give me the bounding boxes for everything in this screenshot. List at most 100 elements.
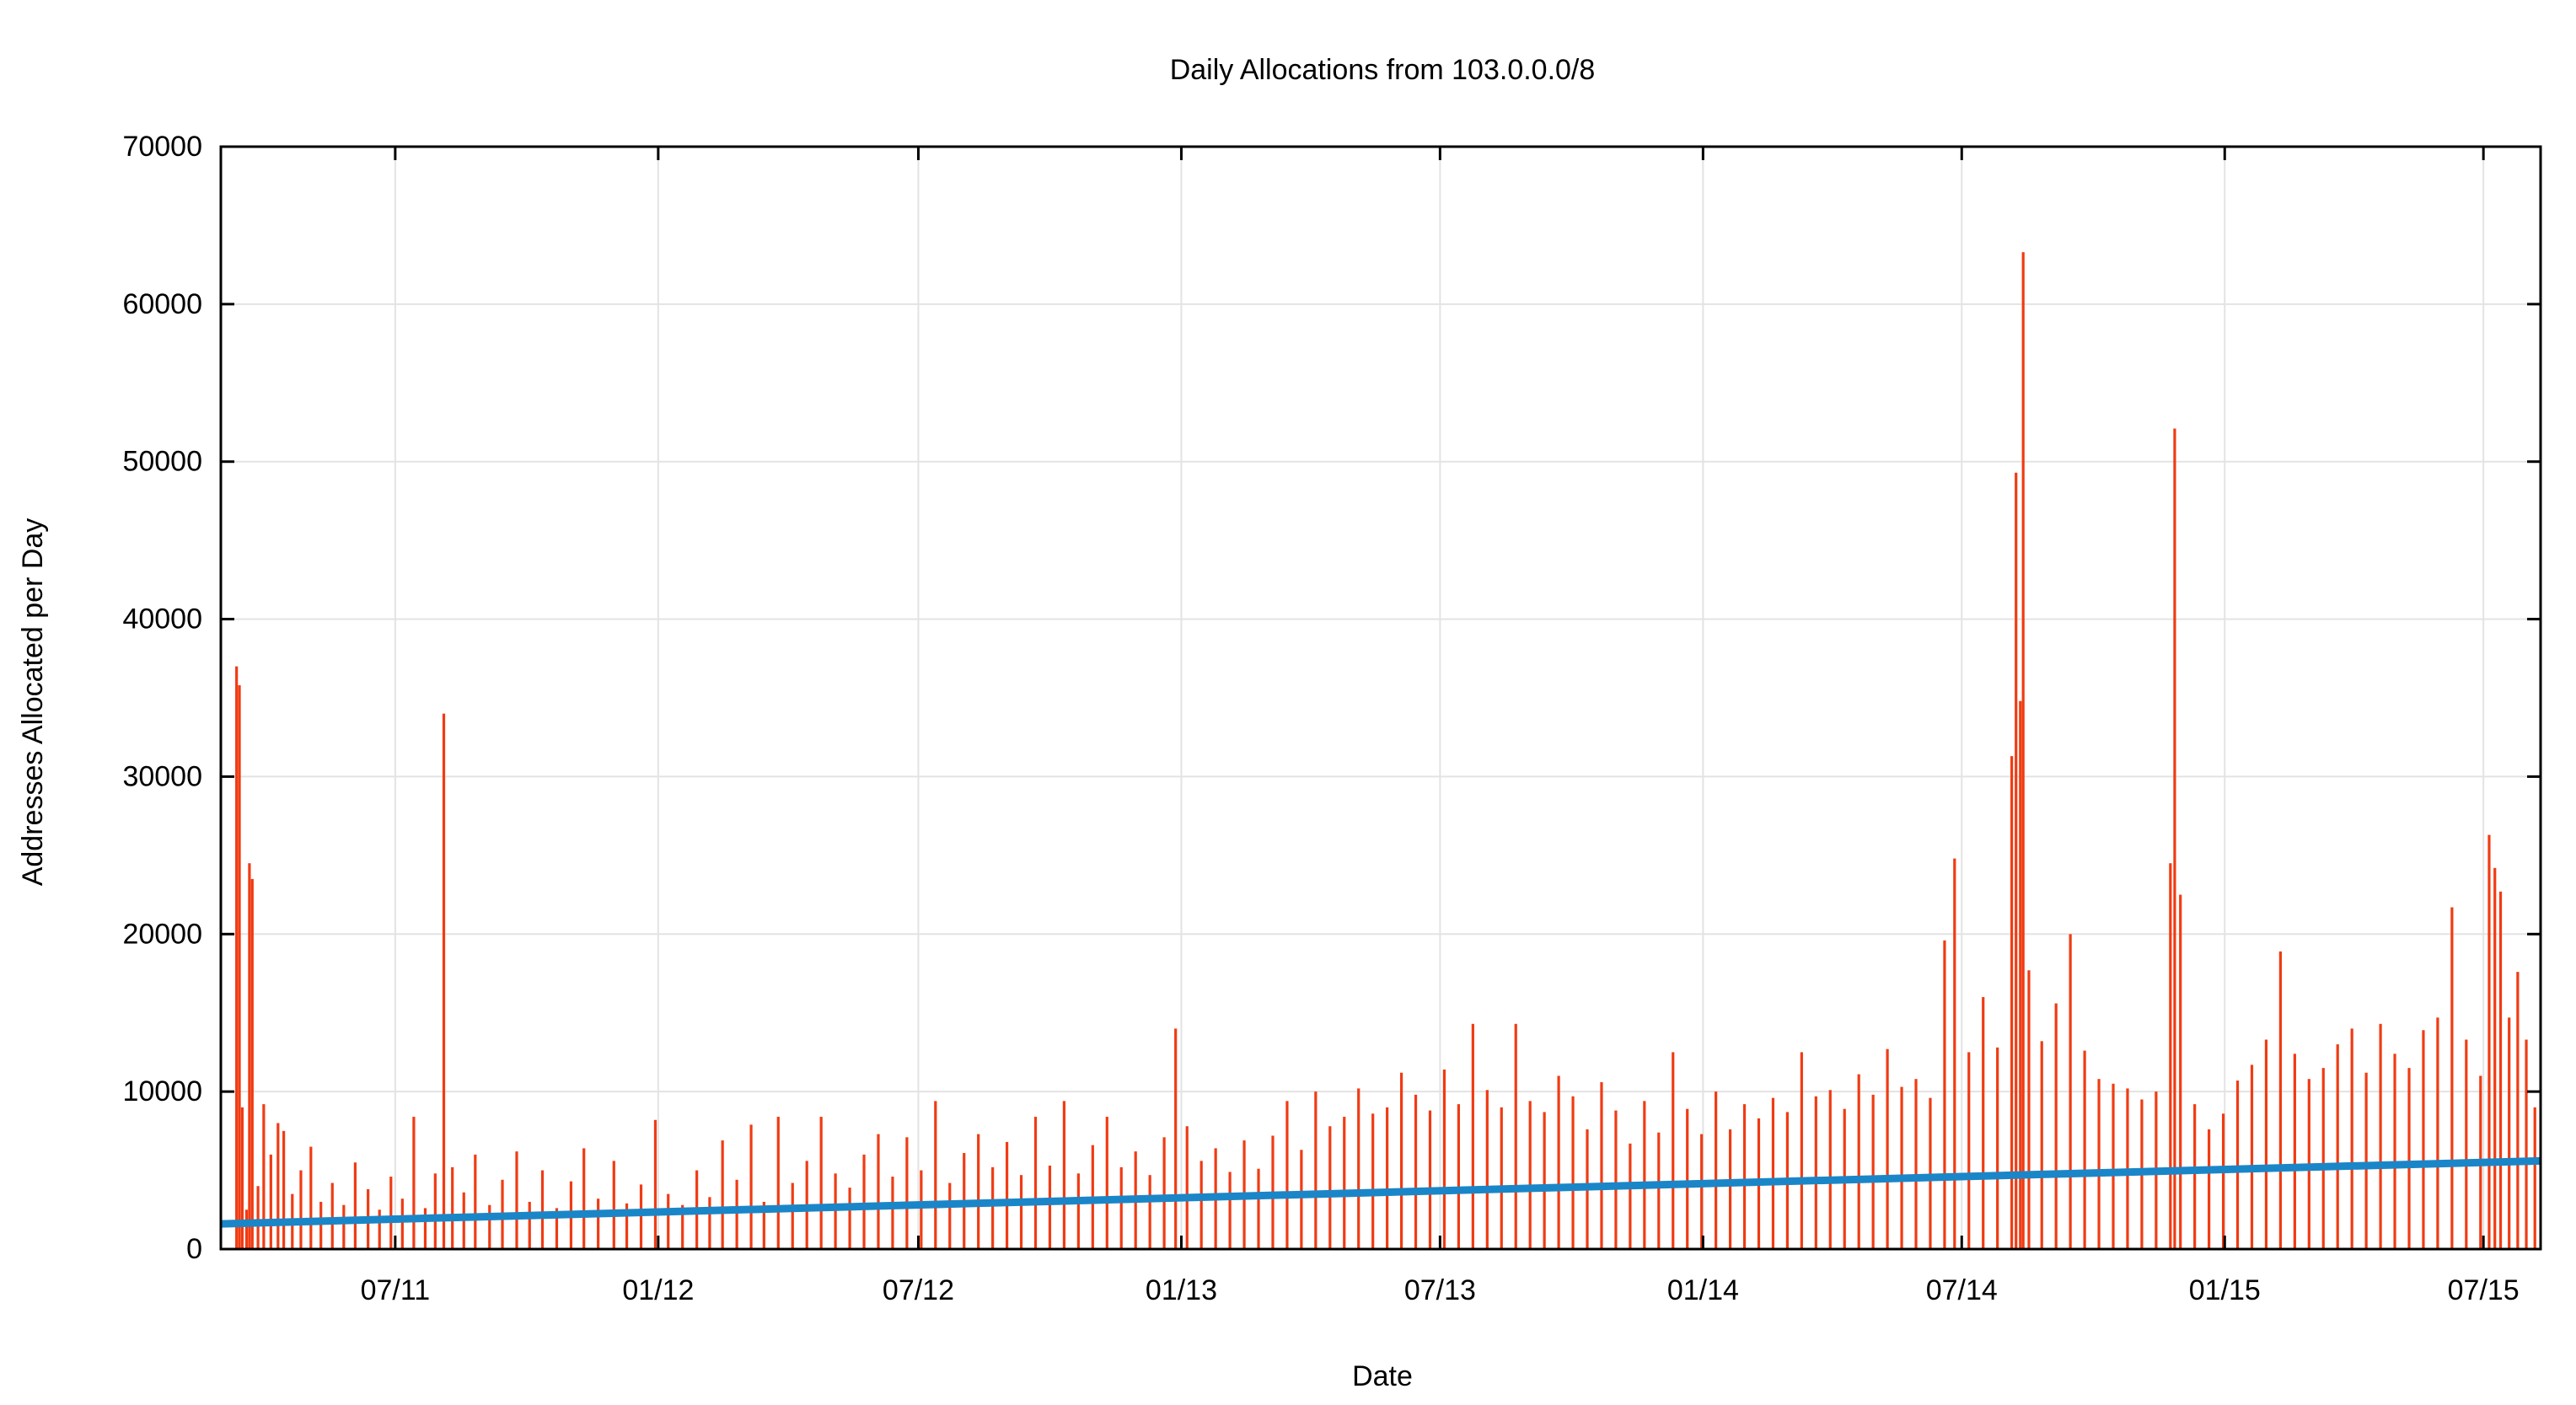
bar: [2321, 1068, 2325, 1249]
bar: [891, 1177, 894, 1249]
bar: [653, 1119, 657, 1249]
bar: [1643, 1101, 1646, 1249]
bar: [240, 1107, 244, 1249]
bar: [1967, 1052, 1971, 1249]
bar: [330, 1182, 334, 1249]
bar: [256, 1186, 260, 1249]
bar: [2516, 972, 2520, 1249]
bar: [819, 1117, 823, 1249]
bar: [667, 1193, 670, 1249]
bar: [451, 1166, 454, 1249]
y-axis-label: Addresses Allocated per Day: [17, 518, 49, 887]
bar: [1386, 1107, 1389, 1249]
bar: [299, 1170, 303, 1249]
x-tick-label: 01/13: [1146, 1274, 1217, 1306]
bar: [250, 878, 254, 1249]
bar: [1600, 1081, 1603, 1249]
bar: [1343, 1117, 1346, 1249]
bar: [1943, 940, 1946, 1249]
trend-line: [220, 1156, 2541, 1228]
bar: [708, 1197, 711, 1249]
bar: [319, 1201, 323, 1249]
bar: [948, 1182, 952, 1249]
bar: [276, 1123, 280, 1249]
bar: [1005, 1141, 1009, 1249]
bar: [2235, 1081, 2240, 1249]
bar: [1715, 1091, 1718, 1249]
bar: [1457, 1104, 1461, 1249]
bar: [1700, 1134, 1704, 1249]
bar: [934, 1101, 937, 1249]
y-tick-label: 70000: [122, 131, 202, 163]
bar: [282, 1130, 286, 1249]
bar: [442, 713, 446, 1249]
bar: [1528, 1101, 1532, 1249]
bar: [1771, 1097, 1775, 1249]
bar: [400, 1199, 404, 1249]
bar: [2487, 834, 2491, 1249]
bar: [1914, 1079, 1918, 1249]
bar: [248, 863, 251, 1249]
bar: [2083, 1050, 2086, 1249]
bar: [1228, 1172, 1232, 1249]
bar: [238, 685, 241, 1249]
bar: [749, 1124, 753, 1249]
bar: [1686, 1108, 1689, 1249]
bar: [2173, 428, 2176, 1250]
bar: [2450, 907, 2454, 1249]
y-tick-label: 20000: [122, 918, 202, 950]
bar: [2193, 1104, 2197, 1249]
bar: [681, 1204, 684, 1249]
bar: [625, 1203, 629, 1249]
bar: [2293, 1054, 2296, 1249]
bar: [1357, 1088, 1360, 1249]
bar: [862, 1154, 866, 1249]
bar: [555, 1208, 559, 1249]
bar: [1614, 1110, 1618, 1249]
bar: [2508, 1017, 2511, 1249]
bar: [834, 1173, 837, 1249]
x-tick-label: 07/11: [361, 1274, 431, 1306]
bar: [1900, 1086, 1903, 1249]
bar: [1162, 1137, 1166, 1249]
x-tick-label: 07/13: [1404, 1274, 1476, 1306]
bar: [2040, 1041, 2043, 1249]
bar: [1485, 1090, 1489, 1249]
plot-frame: [219, 145, 2542, 1251]
bar: [342, 1204, 346, 1249]
bar: [1300, 1150, 1303, 1249]
bar: [1514, 1023, 1517, 1249]
bar: [848, 1188, 851, 1249]
x-tick-label: 07/12: [883, 1274, 954, 1306]
x-tick-label: 07/15: [2448, 1274, 2520, 1306]
bar: [1062, 1101, 1066, 1249]
bar: [791, 1182, 794, 1249]
bar: [2054, 1003, 2058, 1249]
bar: [2179, 894, 2182, 1249]
bar: [1629, 1143, 1632, 1249]
bar: [433, 1173, 437, 1249]
bar: [2393, 1054, 2396, 1249]
bar: [1285, 1101, 1289, 1249]
x-tick-label: 01/12: [622, 1274, 694, 1306]
bar: [2015, 472, 2018, 1249]
bar: [309, 1146, 313, 1249]
bar: [1929, 1097, 1932, 1249]
y-tick-label: 60000: [122, 288, 202, 320]
bar: [1742, 1104, 1747, 1249]
bar: [262, 1104, 266, 1249]
chart-title: Daily Allocations from 103.0.0.0/8: [1170, 54, 1596, 86]
bar: [2221, 1113, 2225, 1249]
bar: [1105, 1117, 1108, 1249]
bar: [1543, 1112, 1546, 1249]
tick-labels: 0 10000 20000 30000 40000 50000 60000 70000 07/1…: [122, 131, 2519, 1306]
bar: [1328, 1126, 1332, 1249]
bar: [244, 1209, 249, 1249]
bar: [474, 1154, 477, 1249]
bar: [1033, 1117, 1038, 1249]
y-tick-label: 40000: [122, 603, 202, 635]
bar: [597, 1199, 600, 1249]
bar: [991, 1166, 995, 1249]
bar: [1257, 1168, 1260, 1249]
bar: [2021, 252, 2025, 1249]
